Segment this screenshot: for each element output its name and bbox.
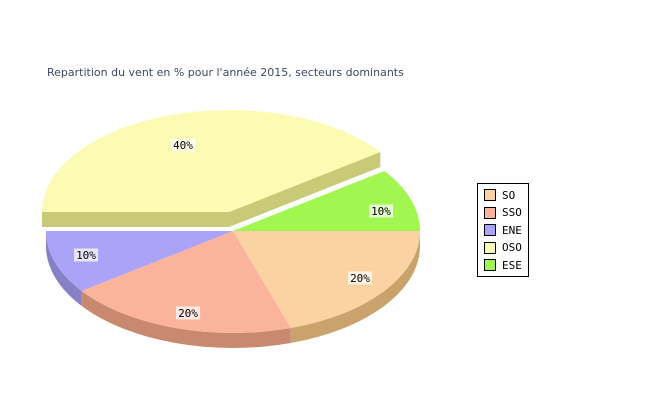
legend-label-ene: ENE (502, 223, 522, 237)
pie-slice-so (233, 231, 420, 328)
legend-label-so: SO (502, 188, 516, 202)
slice-label-so: 20% (350, 272, 370, 285)
pie-slice-oso-cut-face-1 (229, 152, 381, 227)
legend-item-oso: OSO (484, 241, 528, 254)
pie-slice-sso (81, 231, 291, 334)
legend-swatch-so (484, 189, 496, 201)
legend-box: SO SSO ENE OSO ESE (477, 183, 529, 277)
legend-item-ese: ESE (484, 259, 528, 272)
legend-label-sso: SSO (502, 206, 522, 219)
pie-slice-sso-rim (81, 291, 291, 349)
slice-label-oso: 40% (173, 139, 193, 152)
legend-swatch-sso (484, 206, 496, 219)
pie-slice-oso-cut-face-0 (42, 212, 229, 227)
pie-slice-so-rim (290, 231, 420, 343)
slice-label-bg-sso (176, 306, 201, 320)
legend-item-sso: SSO (484, 206, 528, 219)
pie-slice-ene (45, 231, 234, 291)
legend-label-ese: ESE (502, 258, 522, 272)
legend-label-oso: OSO (502, 241, 522, 254)
legend-item-ene: ENE (484, 224, 528, 237)
slice-label-bg-ene (74, 248, 99, 262)
legend-swatch-oso (484, 241, 496, 254)
legend-swatch-ese (484, 259, 496, 271)
slice-label-ese: 10% (371, 205, 391, 218)
pie-slice-oso (41, 109, 381, 212)
chart-title: Repartition du vent en % pour l'année 20… (47, 66, 404, 79)
slice-label-sso: 20% (178, 307, 198, 320)
legend-item-so: SO (484, 189, 528, 202)
slice-label-bg-ese (369, 204, 394, 218)
legend-swatch-ene (484, 224, 496, 236)
slice-label-ene: 10% (76, 249, 96, 262)
pie-slice-ene-rim (45, 231, 82, 306)
slice-label-bg-so (348, 271, 373, 285)
slice-label-bg-oso (171, 138, 196, 152)
